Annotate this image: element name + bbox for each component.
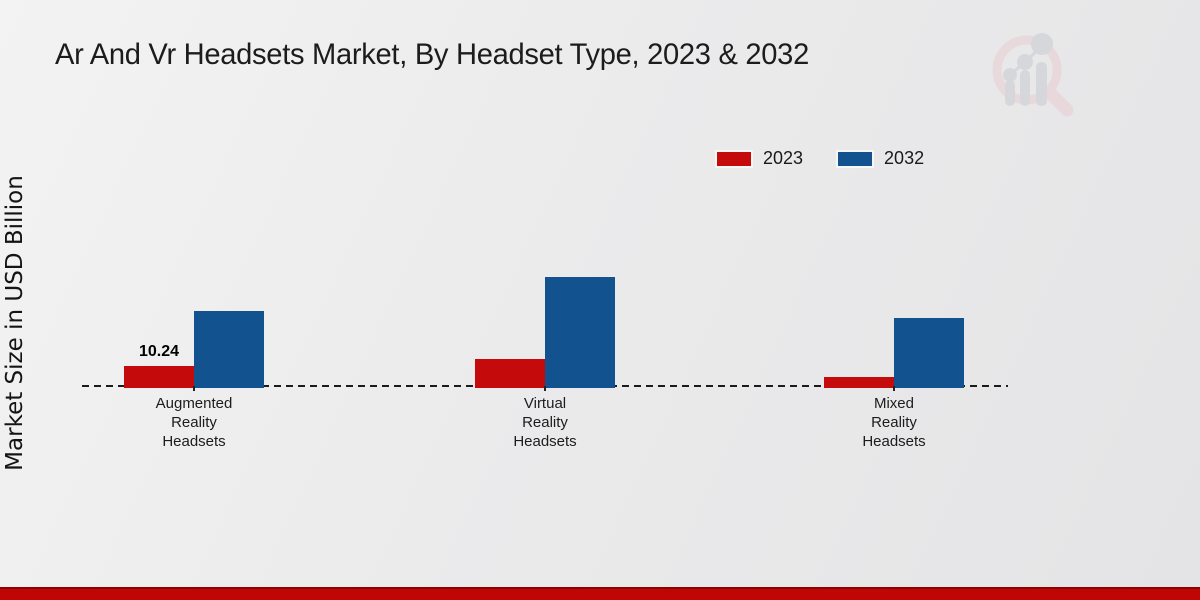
category-label-virtual-reality: Virtual Reality Headsets [513,395,577,450]
bar-2023-virtual-reality [475,359,545,388]
legend-item-2023: 2023 [715,148,803,169]
legend-swatch-2032 [836,149,875,168]
bar-2032-virtual-reality [545,277,615,388]
bar-2032-augmented-reality [194,311,264,388]
x-axis-tick [893,386,895,391]
legend-label: 2023 [763,148,804,168]
x-axis-tick [544,386,546,391]
footer-accent-strip [0,587,1200,600]
x-axis-tick [193,386,195,391]
plot-area: Augmented Reality Headsets Virtual Realit… [82,255,1008,450]
magnifier-growth-chart-logo-icon [992,33,1074,117]
bar-2032-mixed-reality [894,318,964,388]
legend-item-2032: 2032 [836,148,924,169]
bar-2023-augmented-reality [124,366,194,388]
y-axis-label: Market Size in USD Billion [2,175,28,471]
bar-value-label-2023: 10.24 [138,343,180,360]
legend: 2023 2032 [715,148,924,169]
category-label-augmented-reality: Augmented Reality Headsets [155,395,233,450]
page-title: Ar And Vr Headsets Market, By Headset Ty… [55,38,809,71]
legend-label: 2032 [884,148,925,168]
category-label-mixed-reality: Mixed Reality Headsets [862,395,926,450]
legend-swatch-2023 [715,149,753,168]
bar-2023-mixed-reality [824,377,894,388]
